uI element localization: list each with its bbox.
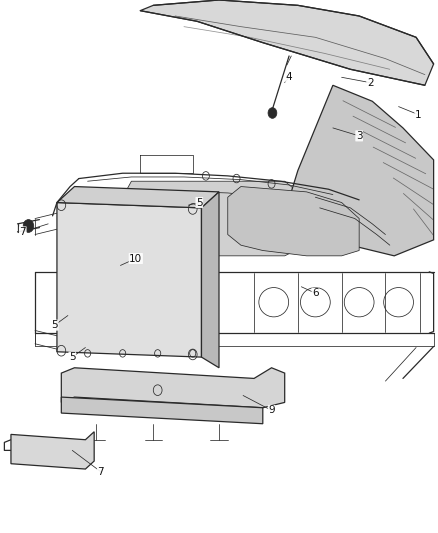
Text: 2: 2 xyxy=(367,78,374,87)
Polygon shape xyxy=(285,85,434,256)
Polygon shape xyxy=(57,187,219,208)
Polygon shape xyxy=(140,0,434,85)
Text: 5: 5 xyxy=(51,320,58,330)
Text: 7: 7 xyxy=(97,467,104,477)
Text: 5: 5 xyxy=(69,352,76,362)
Text: 1: 1 xyxy=(415,110,422,119)
Text: 10: 10 xyxy=(129,254,142,263)
Text: 3: 3 xyxy=(356,131,363,141)
Text: 6: 6 xyxy=(312,288,319,298)
Circle shape xyxy=(23,220,34,232)
Text: 4: 4 xyxy=(286,72,293,82)
Polygon shape xyxy=(201,192,219,368)
Polygon shape xyxy=(11,432,94,469)
Polygon shape xyxy=(61,368,285,408)
Polygon shape xyxy=(61,397,263,424)
Text: 9: 9 xyxy=(268,406,275,415)
Circle shape xyxy=(268,108,277,118)
Polygon shape xyxy=(228,187,359,256)
Text: 7: 7 xyxy=(19,227,26,237)
Text: 5: 5 xyxy=(196,198,203,207)
Polygon shape xyxy=(57,203,201,357)
Polygon shape xyxy=(123,181,307,256)
